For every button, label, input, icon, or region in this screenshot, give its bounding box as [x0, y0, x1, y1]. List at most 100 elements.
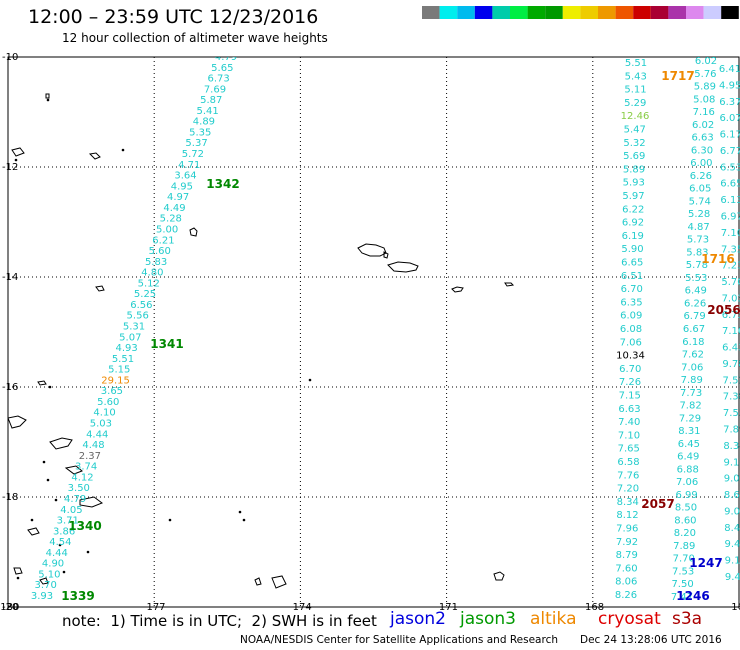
longitude-label: -171 — [435, 602, 458, 610]
wave-height-value: 9.07 — [724, 474, 740, 485]
footer-credit: NOAA/NESDIS Center for Satellite Applica… — [240, 634, 558, 646]
wave-height-value: 3.70 — [35, 580, 57, 591]
wave-height-value: 6.05 — [689, 184, 711, 195]
island-savaii — [383, 251, 389, 259]
colorbar-cell — [580, 6, 598, 19]
wave-height-value: 3.93 — [31, 591, 53, 602]
islet — [58, 543, 62, 547]
colorbar-cell — [439, 6, 458, 19]
wave-height-value: 5.51 — [112, 354, 134, 365]
wave-height-value: 5.65 — [211, 63, 233, 74]
islet — [242, 518, 246, 522]
colorbar-cell — [545, 6, 563, 19]
wave-height-value: 5.15 — [108, 365, 130, 376]
wave-height-value: 7.53 — [672, 566, 694, 577]
pass-label-1342: 1342 — [206, 177, 239, 191]
wave-height-value: 6.51 — [621, 271, 643, 282]
wave-height-value: 8.12 — [616, 510, 638, 521]
colorbar-cell — [721, 6, 739, 19]
wave-height-value: 6.70 — [621, 284, 643, 295]
wave-height-value: 6.45 — [678, 439, 700, 450]
colorbar-cell — [598, 6, 616, 19]
wave-height-value: 4.05 — [60, 505, 82, 516]
colorbar-cell — [615, 6, 634, 19]
wave-height-value: 7.89 — [673, 541, 695, 552]
pass-label-1339: 1339 — [61, 589, 94, 603]
colorbar-cell — [510, 6, 528, 19]
wave-height-value: 8.68 — [724, 490, 740, 501]
longitude-label: -177 — [143, 602, 166, 610]
wave-height-value: 3.50 — [68, 483, 90, 494]
wave-height-value: 6.63 — [618, 404, 640, 415]
wave-height-value: 4.95 — [171, 181, 193, 192]
wave-height-value: 5.10 — [38, 569, 60, 580]
islet — [121, 148, 125, 152]
wave-height-value: 7.89 — [681, 375, 703, 386]
wave-height-value: 5.31 — [123, 322, 145, 333]
wave-height-value: 5.12 — [138, 278, 160, 289]
legend-jason3: jason3 — [460, 609, 516, 629]
pass-label-2057: 2057 — [641, 497, 674, 511]
wave-height-value: 7.47 — [671, 592, 693, 603]
wave-height-value: 5.32 — [623, 138, 645, 149]
wave-height-value: 6.26 — [684, 298, 706, 309]
longitude-label: -168 — [581, 602, 604, 610]
latitude-label: -10 — [2, 52, 18, 63]
wave-height-value: 4.93 — [116, 343, 138, 354]
map-title: 12:00 – 23:59 UTC 12/23/2016 — [28, 6, 319, 28]
longitude-label: -180 — [0, 602, 19, 610]
wave-height-value: 5.97 — [622, 191, 644, 202]
wave-height-value: 4.87 — [687, 222, 709, 233]
wave-height-value: 7.89 — [723, 425, 740, 436]
wave-height-value: 9.78 — [722, 359, 740, 370]
pass-label-1340: 1340 — [68, 519, 101, 533]
wave-height-value: 7.06 — [681, 362, 703, 373]
islet — [54, 498, 58, 502]
wave-height-value: 5.74 — [689, 196, 711, 207]
legend-jason2: jason2 — [390, 609, 446, 629]
wave-height-value: 6.30 — [691, 145, 713, 156]
wave-height-value: 7.40 — [618, 417, 640, 428]
wave-height-value: 5.87 — [200, 95, 222, 106]
wave-height-value: 7.16 — [693, 107, 715, 118]
wave-height-value: 4.95 — [719, 80, 740, 91]
island-i — [8, 415, 27, 429]
wave-height-value: 5.60 — [97, 397, 119, 408]
wave-height-value: 5.83 — [686, 247, 708, 258]
wave-height-value: 5.41 — [196, 106, 218, 117]
wave-height-value: 8.79 — [616, 550, 638, 561]
footer-date: Dec 24 13:28:06 UTC 2016 — [580, 634, 722, 646]
wave-height-value: 7.23 — [721, 261, 740, 272]
altimeter-tracks: 4.795.656.737.695.875.414.895.355.375.72… — [31, 57, 740, 603]
wave-height-value: 7.03 — [722, 293, 740, 304]
wave-height-value: 6.56 — [130, 300, 152, 311]
wave-height-value: 6.00 — [690, 158, 712, 169]
wave-height-value: 7.55 — [723, 408, 740, 419]
wave-height-value: 7.82 — [679, 401, 701, 412]
wave-height-value: 4.80 — [141, 268, 163, 279]
wave-height-value: 9.16 — [725, 556, 740, 567]
islet — [30, 518, 34, 522]
wave-height-value: 12.46 — [621, 111, 650, 122]
colorbar-cell — [527, 6, 546, 19]
wave-height-value: 4.54 — [49, 537, 71, 548]
wave-height-value: 6.02 — [692, 120, 714, 131]
wave-height-value: 5.70 — [721, 277, 740, 288]
wave-height-value: 5.51 — [625, 58, 647, 69]
wave-height-value: 10.34 — [616, 351, 645, 362]
wave-height-value: 6.92 — [622, 218, 644, 229]
wave-height-colorbar: 36912151821242730333639424570(ft) — [422, 6, 739, 19]
island-samoa-upolu — [357, 243, 387, 257]
island-r — [27, 527, 40, 536]
wave-height-value: 5.08 — [693, 94, 715, 105]
islet-dots — [14, 98, 312, 607]
island-m — [11, 147, 25, 157]
islet — [308, 378, 312, 382]
longitude-label: -165 — [728, 602, 740, 610]
wave-height-value: 6.22 — [622, 204, 644, 215]
wave-height-value: 8.34 — [723, 441, 740, 452]
map-plot: -10-12-14-16-18-20 -180-177-174-171-168-… — [0, 52, 740, 610]
colorbar-cell — [492, 6, 510, 19]
colorbar-cell — [474, 6, 493, 19]
colorbar-cell — [703, 6, 722, 19]
